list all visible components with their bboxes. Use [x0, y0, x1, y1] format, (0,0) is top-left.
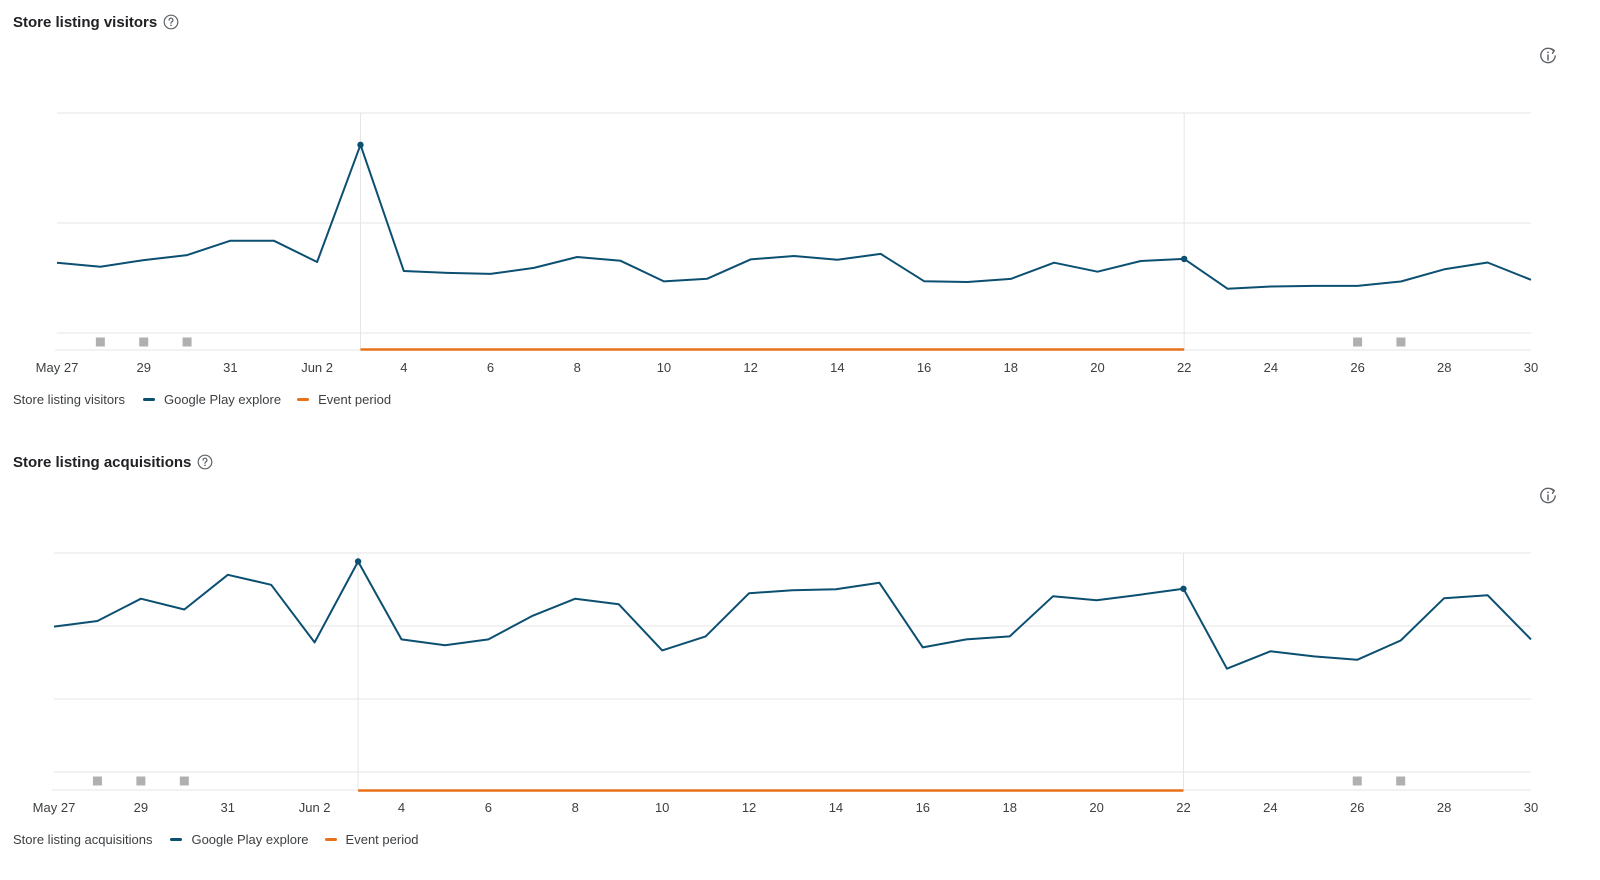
x-tick-label: 31 [221, 800, 235, 815]
acquisitions-legend: Store listing acquisitions Google Play e… [13, 832, 435, 847]
x-tick-label: 30 [1524, 360, 1538, 375]
event-marker [1352, 776, 1362, 786]
series-line [53, 560, 1532, 670]
legend-metric-label: Store listing acquisitions [13, 832, 153, 847]
x-tick-label: 12 [743, 360, 757, 375]
highlighted-point [1180, 255, 1188, 263]
visitors-header: Store listing visitors [13, 10, 179, 34]
event-marker [139, 337, 149, 347]
legend-event-label: Event period [345, 832, 419, 847]
x-tick-label: 10 [655, 800, 669, 815]
legend-event-label: Event period [318, 392, 392, 407]
event-marker [1396, 776, 1406, 786]
series-line [56, 143, 1532, 290]
x-tick-label: 20 [1089, 800, 1103, 815]
info-refresh-icon[interactable] [1538, 486, 1558, 506]
legend-series-item[interactable]: Google Play explore [142, 392, 282, 407]
visitors-chart-panel: May 27 29 31 Jun 2 4 6 8 10 12 14 16 18 20 22 24 26 28 30… [13, 10, 1558, 407]
x-tick-label: Jun 2 [301, 360, 333, 375]
x-tick-label: 29 [136, 360, 150, 375]
x-tick-label: 28 [1437, 800, 1451, 815]
legend-series-label: Google Play explore [163, 392, 282, 407]
x-tick-label: 16 [916, 800, 930, 815]
x-tick-label: 26 [1350, 800, 1364, 815]
legend-event-item[interactable]: Event period [324, 832, 419, 847]
x-tick-label: 16 [917, 360, 931, 375]
help-circle-icon[interactable] [163, 14, 179, 30]
acquisitions-chart-panel: May 27 29 31 Jun 2 4 6 8 10 12 14 16 18 20 22 24 26 28 30… [0, 440, 1600, 880]
acquisitions-title: Store listing acquisitions [13, 453, 192, 471]
visitors-legend: Store listing visitors Google Play explo… [13, 392, 407, 407]
highlighted-point [1180, 585, 1187, 592]
acquisitions-header: Store listing acquisitions [13, 450, 213, 474]
x-tick-label: 12 [742, 800, 756, 815]
x-tick-label: 4 [400, 360, 407, 375]
event-marker [136, 776, 146, 786]
legend-series-label: Google Play explore [191, 832, 309, 847]
x-tick-label: 10 [657, 360, 671, 375]
x-tick-label: 22 [1177, 360, 1191, 375]
highlighted-point [357, 141, 364, 149]
x-tick-label: 26 [1350, 360, 1364, 375]
x-tick-label: 14 [829, 800, 843, 815]
x-tick-label: 14 [830, 360, 844, 375]
event-marker [182, 337, 192, 347]
x-tick-label: 18 [1004, 360, 1018, 375]
event-swatch [324, 838, 337, 841]
x-tick-label: 8 [572, 800, 579, 815]
series-swatch [142, 398, 155, 401]
x-tick-label: 18 [1002, 800, 1016, 815]
x-tick-label: 6 [485, 800, 492, 815]
x-tick-label: 20 [1090, 360, 1104, 375]
series-swatch [170, 838, 183, 841]
x-tick-label: 22 [1176, 800, 1190, 815]
event-marker [179, 776, 189, 786]
legend-series-item[interactable]: Google Play explore [170, 832, 309, 847]
info-refresh-icon[interactable] [1538, 46, 1558, 66]
x-tick-label: 4 [398, 800, 405, 815]
x-tick-label: 24 [1263, 800, 1277, 815]
x-tick-label: May 27 [33, 800, 76, 815]
x-tick-label: 6 [487, 360, 494, 375]
x-tick-label: 8 [574, 360, 581, 375]
x-tick-label: Jun 2 [299, 800, 331, 815]
x-tick-label: 31 [223, 360, 237, 375]
legend-event-item[interactable]: Event period [297, 392, 391, 407]
acquisitions-chart: May 27 29 31 Jun 2 4 6 8 10 12 14 16 18 20 22 24 26 28 30 [33, 552, 1538, 815]
x-tick-label: 29 [134, 800, 148, 815]
event-marker [1396, 337, 1406, 347]
x-tick-label: May 27 [36, 360, 79, 375]
legend-metric-label: Store listing visitors [13, 392, 125, 407]
visitors-chart: May 27 29 31 Jun 2 4 6 8 10 12 14 16 18 20 22 24 26 28 30 [36, 112, 1538, 375]
x-tick-label: 28 [1437, 360, 1451, 375]
highlighted-point [354, 558, 362, 565]
event-marker [95, 337, 105, 347]
visitors-title: Store listing visitors [13, 13, 158, 31]
event-marker [92, 776, 102, 786]
x-tick-label: 24 [1264, 360, 1278, 375]
help-circle-icon[interactable] [197, 454, 213, 470]
event-swatch [297, 398, 310, 401]
x-tick-label: 30 [1524, 800, 1538, 815]
event-marker [1353, 337, 1363, 347]
